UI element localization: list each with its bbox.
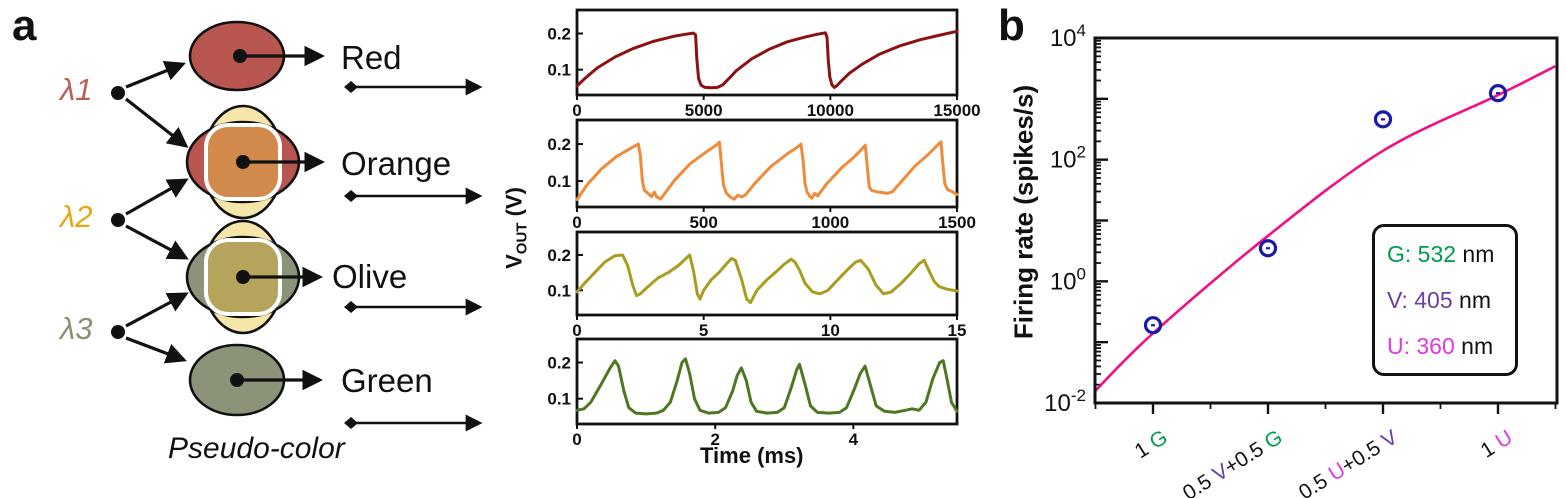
x-tick-label: 500 (689, 213, 717, 232)
legend-magenta-value: U: 360 (1387, 332, 1455, 359)
legend-entry-green: G: 532 nm (1387, 241, 1515, 268)
pseudo-color-diagram (111, 20, 483, 432)
x-category-label: 0.5 U+0.5 V (1295, 426, 1402, 498)
legend-entry-violet: V: 405 nm (1387, 287, 1515, 314)
y-tick-label: 0.1 (547, 281, 571, 300)
panel-b-label: b (998, 1, 1025, 50)
junction-dot-lambda2 (111, 213, 125, 227)
trace-line-trace-olive (575, 253, 959, 305)
y-tick-label: 102 (1050, 143, 1086, 174)
x-category-label: 1 U (1477, 426, 1517, 463)
x-tick-label: 0 (572, 321, 581, 340)
junction-dot-lambda3 (111, 325, 125, 339)
x-category-text: 0.5 U+0.5 V (1295, 426, 1402, 498)
legend-violet-unit: nm (1452, 286, 1491, 313)
lambda1-label: λ1 (60, 72, 93, 107)
wavelength-arrows (125, 60, 189, 364)
trace-line-trace-green (575, 357, 959, 416)
x-tick-label: 0 (572, 101, 581, 120)
y-tick-label: 104 (1050, 21, 1086, 52)
pseudo-color-caption: Pseudo-color (168, 432, 345, 465)
y-tick-label: 0.2 (547, 354, 571, 373)
center-dots (230, 49, 250, 387)
x-category-label: 1 G (1131, 426, 1172, 463)
y-tick-label: 0.1 (547, 172, 571, 191)
y-tick-label: 0.1 (547, 390, 571, 409)
x-category-label: 0.5 V+0.5 G (1179, 426, 1287, 498)
x-tick-label: 0 (572, 430, 581, 449)
color-name-green: Green (341, 362, 433, 399)
color-name-red: Red (341, 39, 402, 76)
panel-a-label: a (12, 1, 37, 50)
color-name-orange: Orange (341, 145, 452, 182)
x-tick-label: 1000 (811, 213, 849, 232)
legend-entry-magenta: U: 360 nm (1387, 333, 1515, 360)
x-tick-label: 1500 (938, 213, 976, 232)
x-tick-label: 4 (849, 430, 859, 449)
lambda2-label: λ2 (60, 199, 93, 234)
plot-frame (1093, 36, 1559, 405)
legend-green-value: G: 532 (1387, 240, 1457, 267)
x-tick-label: 10000 (807, 101, 854, 120)
y-tick-label: 0.1 (547, 61, 571, 80)
trace-frame-trace-red (575, 8, 959, 97)
junction-dot-lambda1 (111, 86, 125, 100)
data-point (1373, 110, 1393, 129)
lambda3-label: λ3 (60, 311, 93, 346)
trace-line-trace-red (575, 29, 959, 90)
x-tick-label: 10 (821, 321, 840, 340)
y-tick-label: 0.2 (547, 246, 571, 265)
trace-frame-trace-orange (575, 118, 959, 209)
x-tick-label: 15000 (933, 101, 980, 120)
x-category-text: 1 G (1131, 426, 1172, 463)
data-point (1258, 239, 1278, 258)
x-tick-label: 5 (699, 321, 708, 340)
legend-green-unit: nm (1456, 240, 1495, 267)
legend-violet-value: V: 405 (1387, 286, 1453, 313)
y-tick-label: 100 (1050, 264, 1086, 295)
x-tick-label: 5000 (685, 101, 723, 120)
legend-magenta-unit: nm (1454, 332, 1494, 359)
trace-frame-trace-green (575, 337, 959, 426)
wavelength-legend: G: 532 nm V: 405 nm U: 360 nm (1372, 224, 1518, 376)
y-tick-label: 0.2 (547, 25, 571, 44)
firing-rate-plot: 104 102 100 10-2 1 G0.5 V+0.5 G0.5 U+0.5 V 1 … (1044, 21, 1559, 498)
x-category-text: 1 U (1477, 426, 1517, 463)
y-tick-label: 10-2 (1044, 386, 1086, 417)
y-tick-label: 0.2 (547, 135, 571, 154)
x-category-text: 0.5 V+0.5 G (1179, 426, 1287, 498)
trace-line-trace-orange (575, 140, 959, 202)
data-point (1143, 316, 1163, 335)
center-arrows (237, 45, 326, 391)
color-name-olive: Olive (332, 258, 408, 295)
x-tick-label: 0 (572, 213, 581, 232)
data-point (1488, 84, 1508, 103)
x-tick-label: 15 (948, 321, 967, 340)
trace-frame-trace-olive (575, 230, 959, 317)
time-axis-label: Time (ms) (700, 443, 804, 468)
trace-connectors (344, 78, 483, 432)
x-tick-label: 2 (710, 430, 719, 449)
